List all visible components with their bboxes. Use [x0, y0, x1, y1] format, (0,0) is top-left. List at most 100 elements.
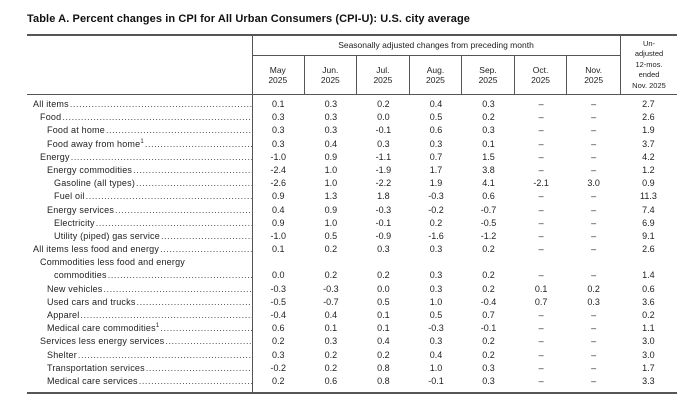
value-cell: 0.3 [482, 375, 495, 386]
value-cell: 0.2 [482, 244, 495, 255]
value-cell: 0.0 [377, 112, 390, 123]
value-cell: 0.2 [429, 217, 443, 228]
value-cell: 0.2 [377, 270, 390, 281]
table-row: All items less food and energy .........… [27, 243, 677, 256]
row-label-text2: Energy services [47, 204, 115, 215]
row-values: 0.9 1.0 -0.1 0.2 -0.5 – – 6.9 [252, 217, 677, 230]
value-cell: -0.1 [480, 323, 497, 334]
value-cell: -0.1 [375, 217, 392, 228]
row-label-cell: Energy commodities .....................… [27, 164, 252, 177]
row-label-line2: Energy commodities .....................… [27, 164, 252, 177]
row-label-cell: Energy .................................… [27, 151, 252, 164]
month-header-jul: Jul. 2025 [357, 56, 410, 94]
table-row: Shelter ................................… [27, 349, 677, 362]
value-cell: 0.3 [377, 244, 390, 255]
row-label-line2: Gasoline (all types) ...................… [27, 177, 252, 190]
value-cell: 0.3 [429, 244, 443, 255]
leader-dots: ........................................… [160, 244, 252, 255]
month-header-jun: Jun. 2025 [305, 56, 358, 94]
value-cell: 0.3 [429, 138, 443, 149]
value-cell: -2.1 [533, 178, 549, 189]
leader-dots: ........................................… [160, 323, 252, 334]
value-cell: – [591, 336, 597, 347]
month-year: 2025 [584, 75, 604, 85]
unadjusted-value-cell: 3.6 [642, 296, 655, 307]
table-row: New vehicles ...........................… [27, 283, 677, 296]
value-cell: 0.1 [534, 283, 548, 294]
unadjusted-header-cell: Un- adjusted 12-mos. ended Nov. 2025 [620, 36, 677, 94]
row-label-line2: Energy .................................… [27, 151, 252, 164]
value-cell: – [591, 270, 597, 281]
leader-dots: ........................................… [160, 230, 252, 241]
table-header: Seasonally adjusted changes from precedi… [27, 36, 677, 95]
month-year: 2025 [373, 75, 393, 85]
row-values: -1.0 0.5 -0.9 -1.6 -1.2 – – 9.1 [252, 230, 677, 243]
unadjusted-value-cell: 9.1 [642, 230, 655, 241]
value-cell: 1.0 [429, 362, 443, 373]
row-label-cell: Transportation services ................… [27, 362, 252, 375]
value-cell: 0.4 [377, 336, 390, 347]
row-label-text2: Apparel [47, 310, 80, 320]
month-header-nov: Nov. 2025 [567, 56, 620, 94]
value-cell: 0.5 [429, 112, 443, 123]
row-values: 0.1 0.2 0.3 0.3 0.2 – – 2.6 [252, 243, 677, 256]
unadjusted-value-cell: 2.6 [642, 112, 655, 123]
value-cell: 0.6 [272, 323, 285, 334]
value-cell: – [538, 125, 544, 136]
table-row: Transportation services ................… [27, 362, 677, 375]
value-cell: 0.2 [377, 349, 390, 360]
value-cell: 3.0 [587, 178, 600, 189]
row-label-text1: Commodities less food and energy [40, 257, 185, 268]
leader-dots: ........................................… [70, 151, 252, 162]
value-cell: 0.8 [377, 362, 390, 373]
value-cell: 0.2 [482, 336, 495, 347]
value-cell: 0.6 [429, 125, 443, 136]
month-year: 2025 [478, 75, 498, 85]
page-title: Table A. Percent changes in CPI for All … [27, 13, 471, 25]
row-label-line2: Medical care commodities1 ..............… [27, 322, 252, 335]
row-label-cell: Services less energy services ..........… [27, 335, 252, 348]
value-cell: 0.3 [482, 362, 495, 373]
value-cell: -1.0 [270, 151, 287, 162]
row-values: 0.3 0.3 -0.1 0.6 0.3 – – 1.9 [252, 124, 677, 137]
value-cell: 0.2 [324, 349, 338, 360]
value-cell: 0.7 [429, 151, 443, 162]
leader-dots: ........................................… [138, 375, 252, 386]
value-cell: -0.2 [270, 362, 287, 373]
row-values: 0.3 0.3 0.0 0.5 0.2 – – 2.6 [252, 111, 677, 124]
value-cell: – [591, 323, 597, 334]
value-cell: 0.4 [324, 310, 338, 320]
row-label-cell: Used cars and trucks ...................… [27, 296, 252, 309]
value-cell: – [538, 191, 544, 202]
row-label-text2: Gasoline (all types) [54, 178, 136, 189]
value-cell: 0.3 [429, 336, 443, 347]
table-row: Used cars and trucks ...................… [27, 296, 677, 309]
row-values: 0.4 0.9 -0.3 -0.2 -0.7 – – 7.4 [252, 204, 677, 217]
row-label-cell: Medical care services ..................… [27, 375, 252, 388]
table-row: Gasoline (all types) ...................… [27, 177, 677, 190]
row-values: 0.2 0.3 0.4 0.3 0.2 – – 3.0 [252, 335, 677, 348]
row-label-text2: New vehicles [47, 283, 103, 294]
row-values: 0.1 0.3 0.2 0.4 0.3 – – 2.7 [252, 98, 677, 111]
value-cell: 0.1 [324, 323, 338, 334]
value-cell: 0.8 [377, 375, 390, 386]
month-year: 2025 [320, 75, 340, 85]
value-cell: 4.1 [482, 178, 495, 189]
row-label-line2: Services less energy services ..........… [27, 335, 252, 348]
value-cell: – [538, 270, 544, 281]
value-cell: -0.3 [428, 323, 444, 334]
table-row: Energy .................................… [27, 151, 677, 164]
leader-dots: ........................................… [107, 270, 252, 281]
row-label-cell: Energy services ........................… [27, 204, 252, 217]
value-cell: 0.4 [324, 138, 338, 149]
month-year: 2025 [531, 75, 551, 85]
leader-dots: ........................................… [103, 283, 252, 294]
row-label-line2: Apparel ................................… [27, 309, 252, 322]
value-cell: -1.2 [480, 230, 497, 241]
table-row: Energy commodities .....................… [27, 164, 677, 177]
unadjusted-value-cell: 1.9 [642, 125, 655, 136]
table-row: Energy services ........................… [27, 204, 677, 217]
month-name: May [269, 64, 286, 75]
value-cell: – [538, 336, 544, 347]
row-values: -0.3 -0.3 0.0 0.3 0.2 0.1 0.2 0.6 [252, 283, 677, 296]
